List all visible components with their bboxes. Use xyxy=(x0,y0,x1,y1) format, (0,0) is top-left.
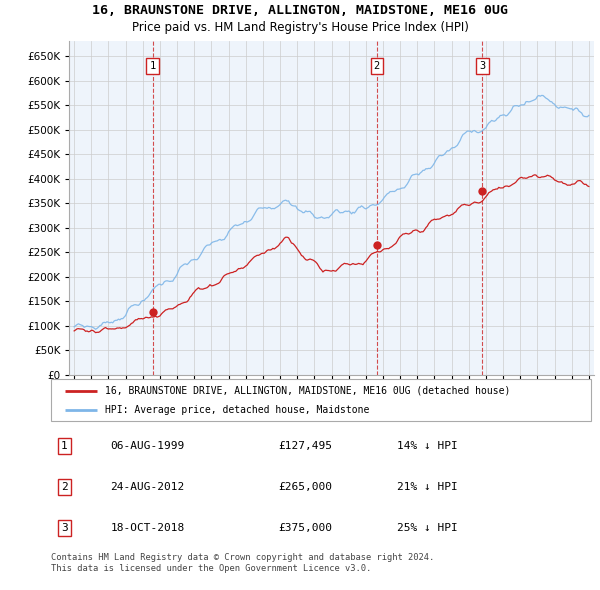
Text: £127,495: £127,495 xyxy=(278,441,332,451)
Text: 16, BRAUNSTONE DRIVE, ALLINGTON, MAIDSTONE, ME16 0UG: 16, BRAUNSTONE DRIVE, ALLINGTON, MAIDSTO… xyxy=(92,4,508,17)
Text: Contains HM Land Registry data © Crown copyright and database right 2024.
This d: Contains HM Land Registry data © Crown c… xyxy=(51,553,434,573)
Text: HPI: Average price, detached house, Maidstone: HPI: Average price, detached house, Maid… xyxy=(105,405,370,415)
Text: £375,000: £375,000 xyxy=(278,523,332,533)
Text: 3: 3 xyxy=(61,523,68,533)
Text: 18-OCT-2018: 18-OCT-2018 xyxy=(110,523,185,533)
Text: 14% ↓ HPI: 14% ↓ HPI xyxy=(397,441,457,451)
Text: 25% ↓ HPI: 25% ↓ HPI xyxy=(397,523,457,533)
Text: 16, BRAUNSTONE DRIVE, ALLINGTON, MAIDSTONE, ME16 0UG (detached house): 16, BRAUNSTONE DRIVE, ALLINGTON, MAIDSTO… xyxy=(105,386,511,396)
Text: 06-AUG-1999: 06-AUG-1999 xyxy=(110,441,185,451)
Text: 1: 1 xyxy=(61,441,68,451)
FancyBboxPatch shape xyxy=(51,379,591,421)
Text: £265,000: £265,000 xyxy=(278,482,332,492)
Text: 2: 2 xyxy=(61,482,68,492)
Text: Price paid vs. HM Land Registry's House Price Index (HPI): Price paid vs. HM Land Registry's House … xyxy=(131,21,469,34)
Text: 24-AUG-2012: 24-AUG-2012 xyxy=(110,482,185,492)
Text: 21% ↓ HPI: 21% ↓ HPI xyxy=(397,482,457,492)
Text: 2: 2 xyxy=(374,61,380,71)
Text: 3: 3 xyxy=(479,61,485,71)
Text: 1: 1 xyxy=(149,61,156,71)
